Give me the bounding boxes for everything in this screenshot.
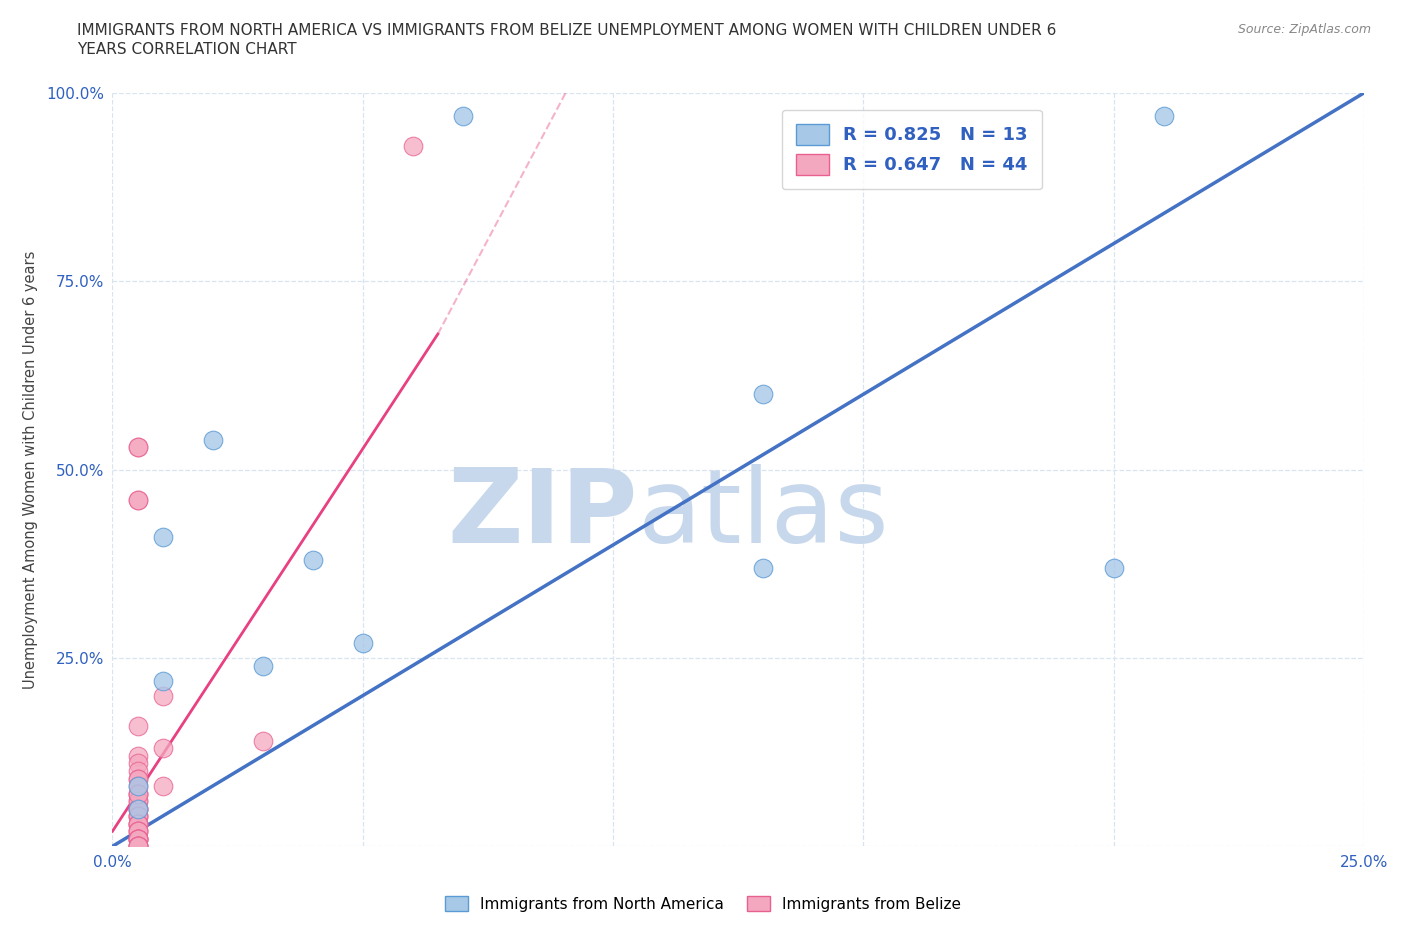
Text: Source: ZipAtlas.com: Source: ZipAtlas.com [1237,23,1371,36]
Point [127,718,149,733]
Point [127,824,149,839]
Point [152,530,174,545]
Point [127,817,149,831]
Point [127,793,149,808]
Legend: R = 0.825   N = 13, R = 0.647   N = 44: R = 0.825 N = 13, R = 0.647 N = 44 [782,110,1042,189]
Point [127,817,149,831]
Point [127,817,149,831]
Legend: Immigrants from North America, Immigrants from Belize: Immigrants from North America, Immigrant… [439,889,967,918]
Point [1153,108,1175,123]
Point [127,831,149,846]
Point [127,786,149,801]
Y-axis label: Unemployment Among Women with Children Under 6 years: Unemployment Among Women with Children U… [22,250,38,689]
Point [451,108,474,123]
Point [127,817,149,831]
Text: ZIP: ZIP [447,464,638,565]
Point [127,756,149,771]
Point [127,839,149,854]
Point [127,771,149,786]
Point [127,786,149,801]
Point [152,673,174,688]
Point [402,139,425,153]
Point [127,839,149,854]
Point [152,741,174,756]
Point [352,635,374,650]
Point [127,839,149,854]
Point [127,440,149,455]
Point [1102,560,1125,575]
Point [301,552,323,567]
Point [127,440,149,455]
Point [127,778,149,793]
Point [127,809,149,824]
Point [127,831,149,846]
Point [252,658,274,673]
Point [127,839,149,854]
Text: IMMIGRANTS FROM NORTH AMERICA VS IMMIGRANTS FROM BELIZE UNEMPLOYMENT AMONG WOMEN: IMMIGRANTS FROM NORTH AMERICA VS IMMIGRA… [77,23,1057,38]
Point [127,809,149,824]
Point [127,492,149,507]
Point [127,802,149,817]
Point [152,778,174,793]
Point [127,749,149,764]
Text: YEARS CORRELATION CHART: YEARS CORRELATION CHART [77,42,297,57]
Point [252,734,274,749]
Point [201,432,224,447]
Point [127,831,149,846]
Point [127,839,149,854]
Point [127,764,149,778]
Point [152,688,174,703]
Point [127,778,149,793]
Point [127,786,149,801]
Point [127,802,149,817]
Point [752,560,775,575]
Point [127,824,149,839]
Text: atlas: atlas [638,464,890,565]
Point [127,809,149,824]
Point [127,771,149,786]
Point [127,793,149,808]
Point [127,802,149,817]
Point [127,824,149,839]
Point [752,387,775,402]
Point [127,831,149,846]
Point [127,492,149,507]
Point [127,802,149,817]
Point [127,831,149,846]
